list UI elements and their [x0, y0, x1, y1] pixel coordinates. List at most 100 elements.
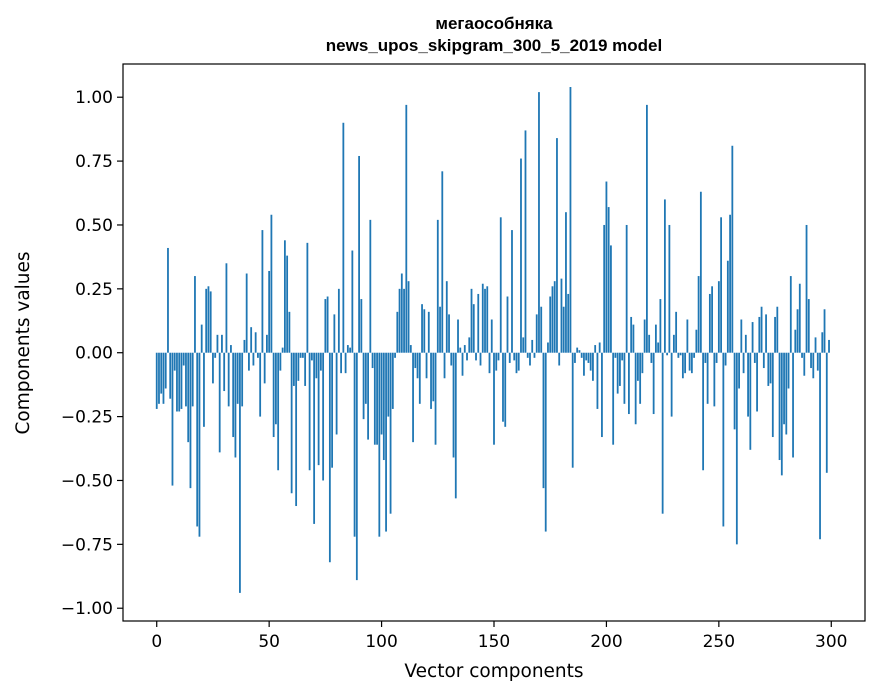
y-tick-label: 1.00 [75, 88, 113, 108]
bar-component-78 [331, 352, 334, 468]
bar-component-160 [515, 352, 518, 374]
bar-component-170 [538, 92, 540, 353]
bar-component-6 [169, 352, 172, 399]
bar-component-29 [221, 334, 223, 353]
bar-component-119 [423, 309, 426, 353]
bar-component-294 [816, 352, 819, 371]
bar-component-92 [362, 352, 365, 420]
bar-component-191 [585, 352, 588, 361]
bar-component-213 [634, 352, 637, 425]
bar-component-86 [349, 347, 351, 353]
bar-component-20 [200, 324, 203, 353]
bar-component-218 [646, 104, 648, 353]
bar-component-135 [459, 347, 462, 353]
bar-component-215 [639, 352, 642, 404]
bar-component-273 [769, 352, 772, 384]
bar-component-223 [657, 342, 660, 353]
bar-component-113 [409, 345, 412, 353]
bar-component-18 [196, 352, 199, 527]
bar-component-0 [155, 352, 158, 409]
bar-component-10 [178, 352, 181, 412]
bar-component-259 [738, 352, 740, 389]
bar-component-40 [245, 273, 248, 353]
bar-component-241 [697, 276, 700, 353]
bar-component-179 [558, 352, 561, 366]
bar-component-279 [783, 352, 785, 425]
bar-component-117 [418, 352, 421, 404]
bar-component-1 [158, 352, 160, 404]
bar-component-261 [742, 352, 745, 374]
bar-component-229 [670, 352, 673, 417]
bar-component-54 [277, 352, 280, 471]
bar-component-188 [578, 350, 581, 353]
bar-component-278 [780, 352, 783, 476]
x-tick-label: 300 [815, 632, 847, 652]
bar-component-120 [425, 352, 428, 379]
bar-component-245 [706, 352, 709, 404]
bar-component-237 [688, 352, 691, 371]
y-tick-label: 0.25 [75, 280, 113, 300]
bar-component-130 [448, 314, 450, 353]
bar-component-141 [472, 304, 475, 353]
bar-component-116 [416, 352, 419, 379]
bar-component-198 [601, 352, 603, 438]
bar-component-220 [650, 352, 653, 363]
bar-component-299 [828, 339, 830, 353]
bar-component-236 [686, 319, 689, 353]
bar-component-11 [180, 352, 183, 409]
bar-component-169 [535, 314, 538, 353]
y-tick-label: 0.00 [75, 344, 113, 364]
bar-component-257 [733, 352, 736, 430]
bar-component-57 [283, 240, 286, 353]
bar-component-61 [292, 352, 295, 386]
bar-component-281 [787, 352, 790, 389]
bar-component-80 [335, 352, 338, 435]
bar-component-90 [358, 155, 360, 353]
bar-component-163 [522, 337, 525, 353]
bar-component-5 [167, 247, 169, 353]
bar-component-212 [632, 324, 635, 353]
x-tick-label: 150 [478, 632, 510, 652]
bar-component-146 [484, 288, 486, 353]
bar-component-251 [720, 217, 722, 353]
bar-component-152 [497, 352, 500, 361]
bar-component-184 [569, 87, 572, 353]
bar-component-31 [225, 263, 228, 353]
bar-component-209 [625, 224, 628, 353]
bar-component-222 [654, 324, 657, 353]
bar-component-207 [621, 352, 624, 361]
bar-component-263 [747, 352, 749, 417]
bar-component-239 [693, 352, 696, 358]
bar-component-32 [227, 352, 230, 407]
bar-component-158 [511, 230, 513, 353]
bar-component-131 [450, 352, 453, 366]
bar-component-225 [661, 352, 664, 514]
bar-component-242 [699, 191, 702, 353]
bar-component-138 [466, 352, 468, 361]
bar-component-275 [774, 316, 776, 353]
bar-series [155, 87, 830, 593]
bar-component-154 [502, 352, 504, 422]
bar-component-196 [596, 352, 599, 409]
bar-component-168 [533, 352, 536, 358]
bar-component-9 [176, 352, 178, 412]
bar-component-283 [792, 352, 794, 458]
bar-component-3 [162, 352, 165, 404]
bar-component-36 [236, 352, 239, 404]
bar-component-59 [288, 311, 291, 353]
bar-component-62 [295, 352, 298, 507]
bar-component-102 [385, 352, 387, 532]
bar-component-8 [173, 352, 176, 371]
bar-component-145 [481, 283, 484, 353]
bar-component-171 [540, 306, 543, 353]
bar-component-271 [765, 314, 767, 353]
x-axis: 0 50 100 150 200 250 300 [151, 621, 847, 652]
bar-component-176 [551, 286, 554, 353]
x-tick-label: 100 [365, 632, 397, 652]
bar-component-226 [663, 199, 666, 353]
bar-component-292 [812, 352, 815, 379]
bar-component-264 [749, 352, 752, 450]
bar-component-289 [805, 224, 808, 353]
bar-component-16 [191, 352, 194, 407]
bar-component-25 [212, 352, 214, 384]
